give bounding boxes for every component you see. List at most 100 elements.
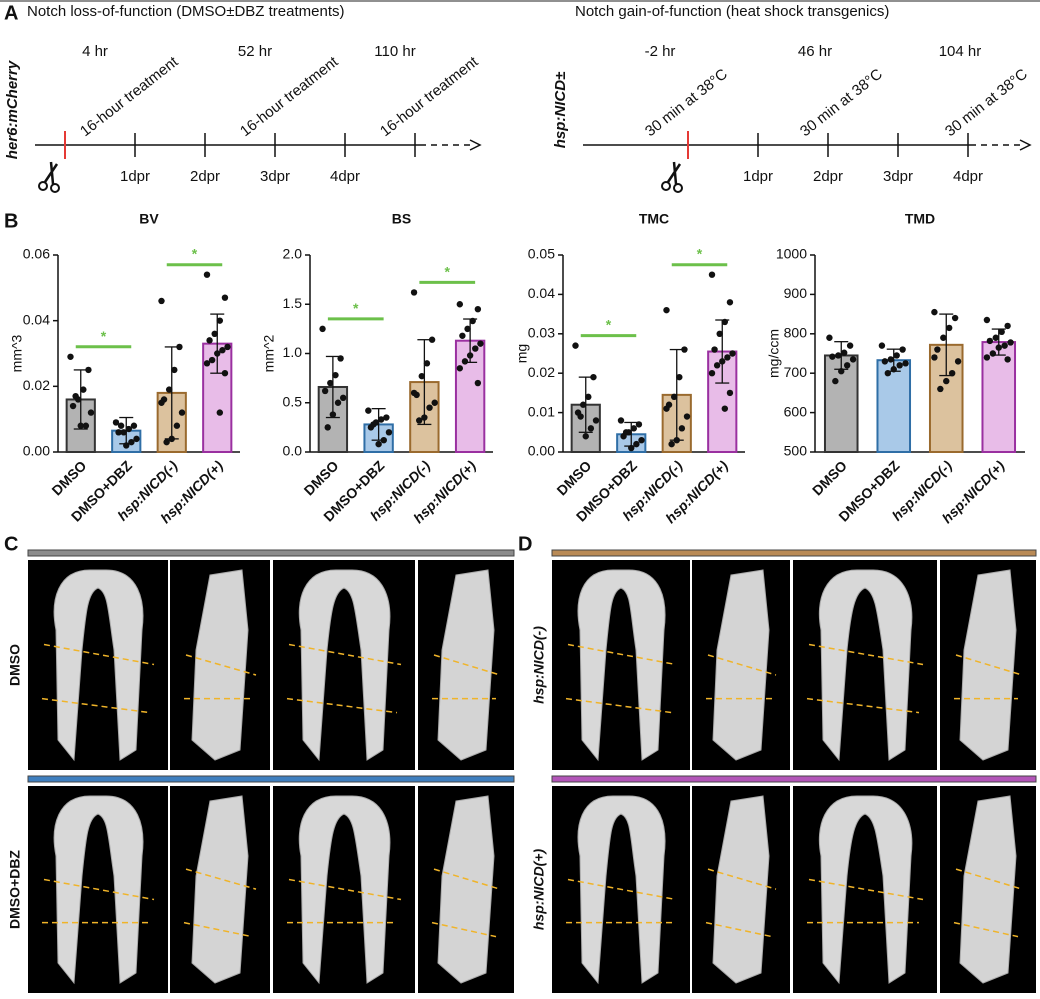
data-point	[216, 409, 224, 416]
data-point	[951, 314, 959, 322]
data-point	[178, 409, 186, 416]
hour-label: -2 hr	[645, 43, 676, 60]
data-point	[466, 352, 474, 359]
data-point	[711, 346, 718, 353]
data-point	[117, 422, 125, 429]
y-tick-label: 700	[784, 364, 808, 380]
data-point	[221, 370, 229, 377]
y-tick-label: 0.00	[23, 443, 50, 459]
microct-image	[793, 560, 937, 770]
cut-plane-line	[707, 654, 777, 676]
treatment-label: 16-hour treatment	[77, 53, 182, 140]
data-point	[128, 438, 135, 446]
data-point	[383, 414, 390, 421]
line-label: hsp:NICD±	[552, 71, 569, 148]
data-point	[133, 435, 140, 443]
timeline-title: Notch loss-of-function (DMSO±DBZ treatme…	[27, 3, 344, 20]
data-point	[940, 334, 947, 341]
cut-plane-line	[567, 878, 677, 901]
data-point	[125, 425, 133, 433]
data-point	[158, 297, 165, 305]
row-label: DMSO	[7, 644, 23, 686]
group-bar	[27, 775, 515, 783]
data-point	[931, 354, 938, 361]
cut-plane-line	[288, 878, 402, 901]
data-point	[410, 389, 418, 397]
chart-title: TMC	[639, 211, 669, 227]
data-point	[890, 366, 897, 373]
data-point	[219, 347, 226, 354]
bone-shape	[577, 569, 666, 762]
data-point	[954, 358, 962, 365]
data-point	[668, 440, 675, 448]
data-point	[378, 416, 385, 423]
significance-label: *	[353, 300, 359, 316]
y-tick-label: 0.00	[528, 443, 555, 459]
bone-shape	[298, 795, 391, 985]
data-point	[585, 393, 592, 401]
panel-label: C	[4, 533, 18, 555]
scissors-icon	[673, 183, 683, 193]
day-label: 3dpr	[883, 168, 913, 185]
data-point	[708, 370, 716, 377]
data-point	[339, 394, 347, 402]
data-point	[838, 368, 845, 375]
data-point	[87, 409, 95, 416]
cut-plane-line	[185, 654, 257, 676]
cut-plane-line	[43, 643, 155, 666]
y-axis-label: mg/ccm	[766, 329, 782, 378]
data-point	[896, 362, 903, 369]
cut-plane-line	[806, 697, 920, 714]
hour-label: 104 hr	[939, 43, 982, 60]
chart-title: BS	[392, 211, 411, 227]
cut-plane-line	[41, 697, 151, 714]
significance-label: *	[192, 246, 198, 262]
data-point	[168, 435, 175, 443]
data-point	[67, 353, 74, 360]
data-point	[587, 425, 595, 432]
treatment-label: 16-hour treatment	[237, 53, 342, 140]
cut-plane-line	[433, 654, 501, 676]
data-point	[82, 422, 90, 429]
data-point	[726, 299, 734, 306]
panel-label: B	[4, 210, 18, 232]
y-tick-label: 0.04	[528, 285, 555, 301]
cut-plane-line	[565, 697, 673, 714]
data-point	[334, 399, 342, 406]
data-point	[713, 362, 721, 369]
data-point	[319, 325, 326, 333]
bone-shape	[818, 569, 913, 762]
data-point	[708, 271, 716, 278]
y-tick-label: 0.05	[528, 246, 555, 262]
microct-image	[170, 786, 270, 993]
data-point	[721, 318, 729, 326]
image-background	[273, 560, 415, 770]
data-point	[943, 377, 950, 385]
data-point	[158, 399, 165, 406]
cut-plane-line	[955, 654, 1023, 676]
microct-image	[552, 786, 690, 993]
scissors-icon	[43, 161, 59, 185]
data-point	[726, 389, 734, 397]
day-label: 1dpr	[120, 168, 150, 185]
data-point	[120, 429, 127, 436]
data-point	[678, 425, 686, 432]
microct-image	[940, 786, 1036, 993]
x-tick-label: DMSO	[553, 457, 594, 498]
data-point	[426, 404, 433, 411]
treatment-label: 30 min at 38°C	[642, 65, 731, 140]
y-tick-label: 0.06	[23, 246, 50, 262]
data-point	[85, 366, 92, 374]
day-label: 3dpr	[260, 168, 290, 185]
day-label: 1dpr	[743, 168, 773, 185]
data-point	[983, 354, 991, 361]
image-background	[28, 560, 168, 770]
scissors-icon	[661, 181, 671, 191]
hour-label: 46 hr	[798, 43, 832, 60]
y-tick-label: 1000	[776, 246, 807, 262]
data-point	[998, 328, 1005, 336]
x-tick-label: DMSO	[301, 457, 342, 498]
data-point	[899, 346, 906, 353]
treatment-label: 30 min at 38°C	[942, 65, 1031, 140]
cut-plane-line	[955, 868, 1023, 890]
